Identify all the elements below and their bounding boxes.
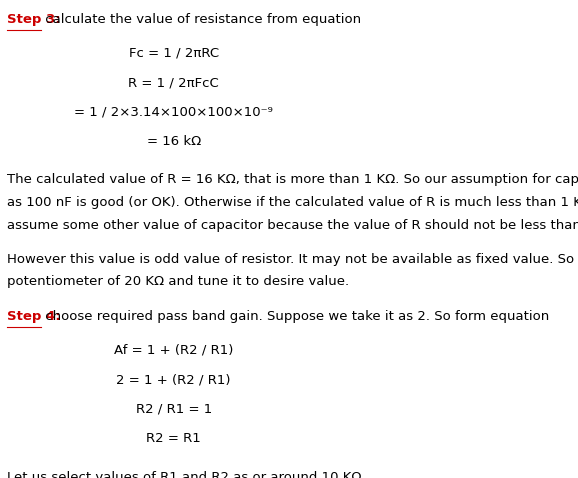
Text: assume some other value of capacitor because the value of R should not be less t: assume some other value of capacitor bec… (7, 218, 578, 232)
Text: R2 / R1 = 1: R2 / R1 = 1 (136, 403, 212, 416)
Text: = 16 kΩ: = 16 kΩ (147, 135, 201, 148)
Text: calculate the value of resistance from equation: calculate the value of resistance from e… (40, 13, 361, 26)
Text: Let us select values of R1 and R2 as or around 10 KΩ: Let us select values of R1 and R2 as or … (7, 470, 361, 478)
Text: choose required pass band gain. Suppose we take it as 2. So form equation: choose required pass band gain. Suppose … (40, 310, 549, 323)
Text: Fc = 1 / 2πRC: Fc = 1 / 2πRC (129, 47, 219, 60)
Text: R = 1 / 2πFcC: R = 1 / 2πFcC (128, 76, 219, 89)
Text: Step 3:: Step 3: (7, 13, 61, 26)
Text: potentiometer of 20 KΩ and tune it to desire value.: potentiometer of 20 KΩ and tune it to de… (7, 275, 349, 288)
Text: The calculated value of R = 16 KΩ, that is more than 1 KΩ. So our assumption for: The calculated value of R = 16 KΩ, that … (7, 174, 578, 186)
Text: Af = 1 + (R2 / R1): Af = 1 + (R2 / R1) (114, 344, 234, 357)
Text: R2 = R1: R2 = R1 (146, 432, 201, 445)
Text: Step 4:: Step 4: (7, 310, 61, 323)
Text: as 100 nF is good (or OK). Otherwise if the calculated value of R is much less t: as 100 nF is good (or OK). Otherwise if … (7, 196, 578, 209)
Text: = 1 / 2×3.14×100×100×10⁻⁹: = 1 / 2×3.14×100×100×10⁻⁹ (75, 106, 273, 119)
Text: 2 = 1 + (R2 / R1): 2 = 1 + (R2 / R1) (117, 373, 231, 386)
Text: However this value is odd value of resistor. It may not be available as fixed va: However this value is odd value of resis… (7, 252, 578, 265)
